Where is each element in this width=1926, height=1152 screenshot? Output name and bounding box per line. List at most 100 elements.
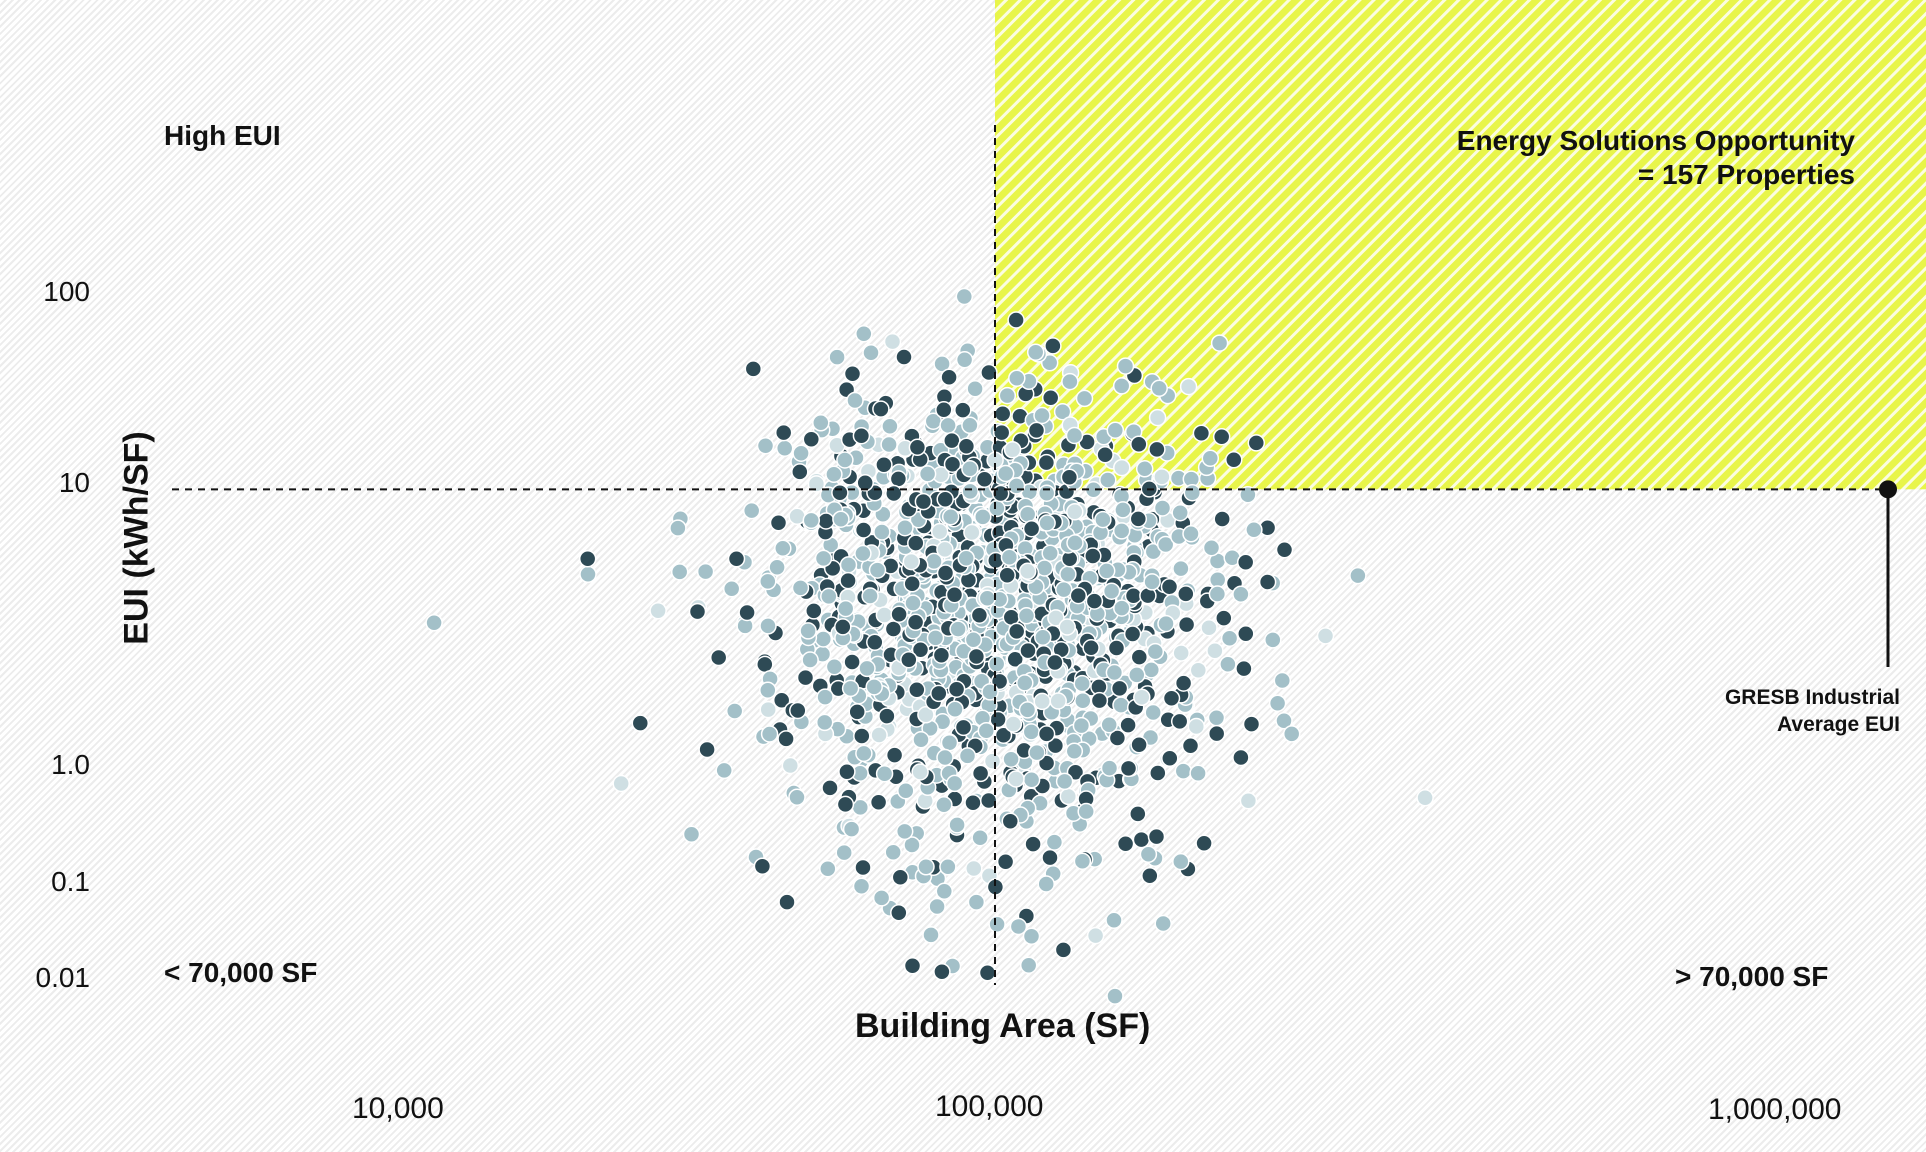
data-point [875,606,894,624]
data-point [971,828,989,847]
data-point [1202,538,1221,557]
data-point [768,558,786,577]
data-point [961,460,979,478]
x-tick-1000000: 1,000,000 [1708,1093,1842,1126]
data-point [1139,845,1158,864]
data-point [841,679,860,698]
data-point [825,658,844,676]
large-buildings-label: > 70,000 SF [1675,961,1829,992]
data-point [1128,666,1146,684]
data-point [1195,834,1213,853]
data-point [835,843,853,862]
data-point [1161,749,1179,767]
data-point [940,733,959,752]
data-point [1037,484,1056,502]
data-point [1177,585,1195,603]
data-point [836,451,854,469]
data-point [1065,426,1084,445]
data-point [1100,715,1118,734]
data-point [1119,716,1137,734]
data-point [980,363,998,382]
data-point [1153,499,1172,517]
data-point [725,702,744,720]
data-point [1000,548,1019,567]
data-point [772,691,791,709]
data-point [933,962,951,981]
data-point [759,572,777,591]
data-point [831,484,849,502]
data-point [988,499,1006,518]
data-point [1007,311,1025,329]
gresb-label-line1: GRESB Industrial [1724,686,1900,709]
data-point [922,926,940,944]
data-point [967,647,986,666]
data-point [1096,446,1114,464]
data-point [1022,927,1041,946]
data-point [1059,787,1078,806]
data-point [861,587,879,605]
data-point [970,606,989,624]
data-point [872,889,891,907]
data-point [1206,642,1224,660]
data-point [896,518,914,537]
data-point [791,579,810,597]
data-point [1038,514,1056,532]
data-point [805,602,823,620]
data-point [842,820,861,838]
data-point [1019,956,1038,974]
data-point [858,659,876,678]
data-point [1099,471,1117,489]
data-point [1153,468,1171,486]
data-point [825,465,843,484]
data-point [778,893,796,911]
data-point [880,435,898,454]
data-point [1040,354,1059,372]
data-point [977,721,996,740]
data-point [926,629,945,647]
data-point [769,514,788,532]
data-point [1022,723,1041,741]
data-point [1143,573,1161,591]
data-point [988,915,1006,934]
data-point [1033,406,1051,425]
data-point [932,646,951,664]
data-points [425,287,1434,1005]
data-point [1187,717,1206,736]
data-point [698,740,716,759]
data-point [1275,540,1294,559]
data-point [801,651,819,669]
data-point [631,714,650,732]
data-point [1018,505,1037,523]
data-point [727,550,746,568]
data-point [911,641,930,659]
data-point [1001,812,1020,831]
data-point [979,791,998,810]
data-point [744,360,763,378]
data-point [961,482,979,501]
data-point [1024,835,1042,853]
data-point [836,599,855,618]
x-axis-title: Building Area (SF) [855,1007,1151,1045]
data-point [936,540,954,559]
data-point [884,843,902,862]
opportunity-label-line1: Energy Solutions Opportunity [1456,125,1855,156]
y-tick-100: 100 [43,276,90,307]
data-point [875,764,894,783]
data-point [1123,625,1142,643]
data-point [903,836,921,854]
data-point [799,622,817,640]
data-point [1220,629,1239,647]
data-point [1060,468,1079,487]
data-point [1073,852,1092,871]
data-point [1150,379,1168,398]
data-point [964,794,982,812]
data-point [854,858,872,877]
data-point [1113,458,1131,477]
data-point [759,617,777,635]
data-point [947,680,966,698]
data-point [856,474,874,492]
data-point [1208,585,1227,603]
data-point [866,633,884,652]
